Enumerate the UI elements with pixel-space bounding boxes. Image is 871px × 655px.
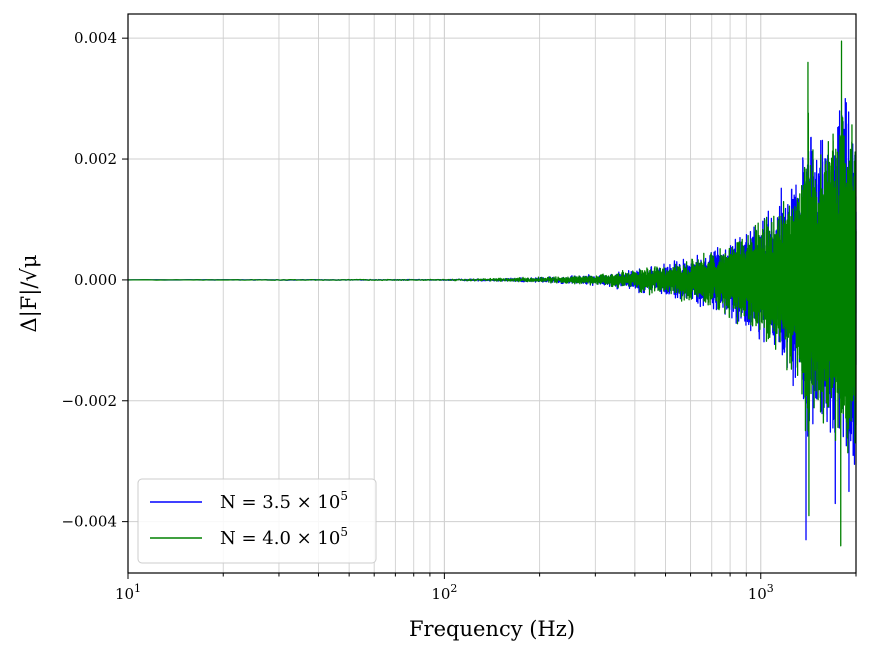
y-tick-label: −0.004 [61,513,117,531]
ticks: 101 102 103 0.004 0.002 0.000 −0.002 −0.004 [61,29,857,603]
x-tick-label: 103 [748,582,774,603]
x-tick-label: 102 [431,582,457,603]
legend: N = 3.5 × 105 N = 4.0 × 105 [137,478,377,564]
y-tick-label: 0.000 [74,271,117,289]
y-tick-label: 0.004 [74,29,117,47]
y-tick-label: 0.002 [74,150,117,168]
x-tick-label: 101 [115,582,141,603]
y-axis-label: Δ|F|/√μ [17,255,42,333]
series-group [127,40,857,547]
series-line-2 [127,40,857,547]
legend-box [137,478,377,564]
y-tick-label: −0.002 [61,392,117,410]
x-axis-label: Frequency (Hz) [409,617,575,641]
plot-frame [127,13,857,574]
legend-label-2: N = 4.0 × 105 [220,525,348,549]
legend-label-1: N = 3.5 × 105 [220,489,348,513]
